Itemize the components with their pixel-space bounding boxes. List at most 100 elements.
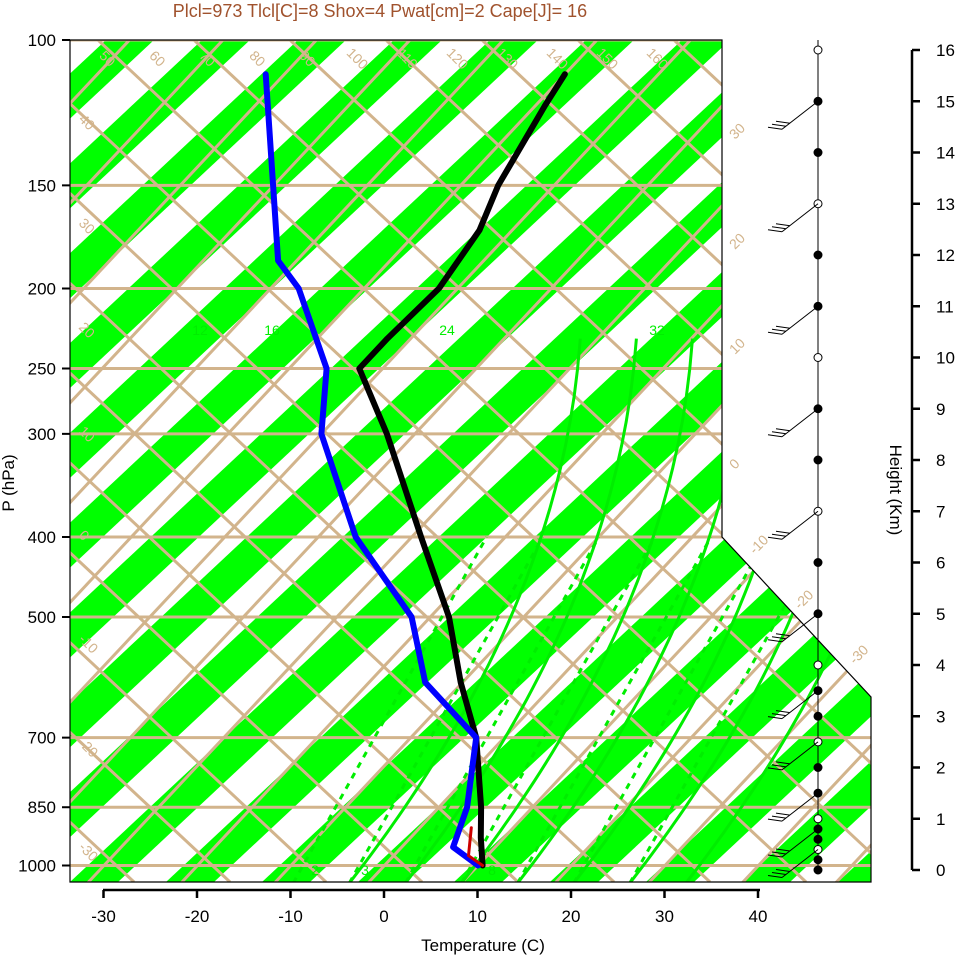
adiabat-band <box>70 40 538 882</box>
wind-barb-feather <box>771 123 787 127</box>
height-tick-label: 6 <box>936 554 945 573</box>
wind-barbs <box>767 45 823 878</box>
temperature-trace <box>356 71 568 869</box>
wind-barb-feather <box>771 713 787 717</box>
adiabat-band <box>70 40 871 882</box>
adiabat-band <box>70 40 826 882</box>
wind-barb-feather <box>775 428 791 432</box>
wind-barb-feather <box>767 229 783 233</box>
plot-frame <box>69 39 872 883</box>
parcel-trace <box>467 826 485 867</box>
wind-barb-feather <box>771 815 787 819</box>
x-tick-label: 40 <box>749 907 768 926</box>
height-tick-label: 0 <box>936 861 945 880</box>
wind-station-dot <box>813 558 823 567</box>
wind-barb-feather <box>771 533 787 537</box>
moist-adiabat-line <box>516 338 751 882</box>
isotherm-line <box>70 40 318 882</box>
wind-barb-feather <box>767 818 783 822</box>
isotherm-line <box>553 40 871 882</box>
wind-barb <box>781 690 819 720</box>
wind-barb-feather <box>775 633 791 637</box>
wind-barb-feather <box>767 875 783 878</box>
dry-adiabat-line <box>96 40 871 882</box>
wind-station-dot <box>813 148 823 157</box>
wind-barb-feather <box>775 530 791 534</box>
y-tick-label: 850 <box>28 798 56 817</box>
wind-barb-feather <box>767 716 783 720</box>
wind-barb-feather <box>767 126 783 130</box>
y-tick-label: 500 <box>28 608 56 627</box>
wind-station-dot <box>813 353 823 362</box>
isotherm-label: 0 <box>726 455 743 472</box>
adiabat-band <box>70 40 634 882</box>
adiabat-band <box>550 40 871 882</box>
temperature-axis: -30 -20 -10 0 10 20 30 40 <box>91 888 768 926</box>
x-tick-label: -30 <box>91 907 116 926</box>
dry-adiabat-line <box>480 40 871 882</box>
y-tick-label: 100 <box>28 31 56 50</box>
wind-barb-feather <box>775 812 791 816</box>
isotherm-label: -20 <box>791 586 817 612</box>
isotherm-label: 80 <box>246 47 268 69</box>
moist-adiabat-line <box>684 338 871 882</box>
height-axis-label: Height (Km) <box>886 445 905 536</box>
isotherm-label: 30 <box>726 120 748 142</box>
wind-barb-feather <box>775 325 791 329</box>
isotherm-line <box>70 40 786 882</box>
height-tick-label: 11 <box>936 297 954 316</box>
wind-station-dot <box>813 763 823 772</box>
wind-barb-feather <box>771 851 787 855</box>
wind-station-dot <box>813 834 823 844</box>
wind-station-dot <box>813 455 823 465</box>
dry-adiabat-line <box>70 40 424 882</box>
wind-barb-feather <box>767 536 783 540</box>
mixing-ratio-label: 3 <box>361 862 369 878</box>
wind-barb-feather <box>771 764 787 768</box>
x-tick-label: -10 <box>278 907 303 926</box>
wind-barb <box>781 100 819 130</box>
y-tick-label: 700 <box>28 729 56 748</box>
mixing-ratio-label: 32 <box>649 322 665 338</box>
moist-adiabat-line <box>460 338 694 882</box>
isotherm-label: 60 <box>146 47 168 69</box>
dry-adiabat-line <box>192 40 871 882</box>
mixing-ratio-label: 16 <box>264 322 280 338</box>
wind-barb <box>781 613 819 643</box>
dry-adiabat-line <box>70 40 232 882</box>
x-tick-label: -20 <box>185 907 210 926</box>
height-tick-label: 13 <box>936 195 955 214</box>
wind-barb-feather <box>775 761 791 765</box>
wind-barb <box>781 408 819 438</box>
mixing-ratio-label: 2 <box>311 862 319 878</box>
wind-station-dot <box>813 865 823 875</box>
wind-barb-feather <box>771 328 787 332</box>
wind-barb-feather <box>771 431 787 435</box>
x-axis-label: Temperature (C) <box>421 936 545 955</box>
adiabat-band <box>166 40 871 882</box>
chart-title: Plcl=973 Tlcl[C]=8 Shox=4 Pwat[cm]=2 Cap… <box>173 1 587 21</box>
wind-barb-feather <box>771 636 787 640</box>
height-tick-label: 12 <box>936 246 955 265</box>
wind-station-dot <box>813 45 823 55</box>
wind-station-dot <box>813 250 823 260</box>
isotherm-line <box>273 40 871 882</box>
wind-barb <box>781 741 819 771</box>
wind-barb-feather <box>775 869 791 872</box>
wind-barb-feather <box>767 854 783 858</box>
x-tick-label: 0 <box>379 907 388 926</box>
isotherm-line <box>70 40 599 882</box>
height-tick-label: 15 <box>936 92 955 111</box>
wind-barb <box>781 510 819 540</box>
wind-barb <box>781 203 819 233</box>
height-tick-label: 3 <box>936 707 945 726</box>
isotherm-label: -30 <box>846 641 872 667</box>
wind-station-dot <box>813 711 823 721</box>
wind-barb-feather <box>767 767 783 771</box>
wind-barb-feather <box>767 639 783 643</box>
height-tick-label: 1 <box>936 810 945 829</box>
wind-barb <box>781 792 819 822</box>
y-tick-label: 300 <box>28 425 56 444</box>
isotherm-label: 10 <box>726 335 748 357</box>
